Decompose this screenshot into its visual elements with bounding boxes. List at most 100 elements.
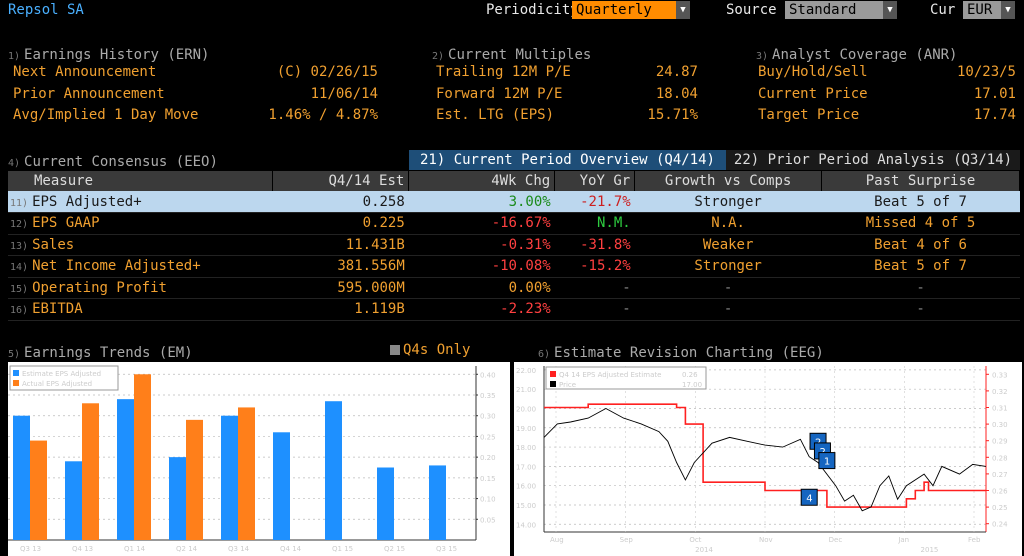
legend-swatch xyxy=(550,371,556,377)
source-label: Source xyxy=(726,2,777,18)
estimate-cell: 595.000M xyxy=(272,277,409,299)
estimate-bar xyxy=(273,432,290,540)
legend-swatch xyxy=(550,381,556,387)
legend-box xyxy=(545,366,707,390)
left-tick-label: 21.00 xyxy=(516,386,536,394)
measure-label: Operating Profit xyxy=(32,279,167,296)
table-row[interactable]: 12) EPS GAAP 0.225 -16.67% N.M. N.A. Missed 4 … xyxy=(8,212,1020,235)
tab-current-period[interactable]: 21) Current Period Overview (Q4/14) xyxy=(409,150,726,170)
left-tick-label: 22.00 xyxy=(516,367,536,375)
column-header[interactable]: Measure xyxy=(8,171,274,191)
estimate-bar xyxy=(325,401,342,540)
earnings-trends-header[interactable]: 5) Earnings Trends (EM) xyxy=(8,345,193,361)
info-row: Trailing 12M P/E 24.87 xyxy=(436,64,698,80)
x-tick-label: Q3 14 xyxy=(228,545,250,553)
table-row[interactable]: 11) EPS Adjusted+ 0.258 3.00% -21.7% Stronger… xyxy=(8,191,1020,213)
right-tick-label: 0.28 xyxy=(992,454,1008,462)
measure-cell: 15) Operating Profit xyxy=(8,277,273,299)
x-tick-label: Q2 14 xyxy=(176,545,198,553)
right-tick-label: 0.32 xyxy=(992,388,1008,396)
source-dropdown[interactable]: Standard ▼ xyxy=(785,1,897,19)
x-tick-label: Oct xyxy=(689,536,701,544)
table-row[interactable]: 14) Net Income Adjusted+ 381.556M -10.08% -1… xyxy=(8,255,1020,278)
actual-bar xyxy=(30,440,47,540)
earnings-trends-chart: 0.05 0.10 0.15 0.20 0.25 0.30 0.35 0.40 Q3 13 Q4 … xyxy=(8,362,510,556)
estimate-cell: 0.258 xyxy=(272,191,409,213)
column-header[interactable]: Growth vs Comps xyxy=(634,171,823,191)
measure-cell: 12) EPS GAAP xyxy=(8,212,273,235)
security-name: Repsol SA xyxy=(8,2,84,18)
left-tick-label: 18.00 xyxy=(516,444,536,452)
revision-header[interactable]: 6) Estimate Revision Charting (EEG) xyxy=(538,345,824,361)
x-tick-label: Sep xyxy=(620,536,634,544)
year-label: 2015 xyxy=(921,546,939,554)
row-number: 16) xyxy=(10,305,29,317)
estimate-revision-chart: 14.00 15.00 16.00 17.00 18.00 19.00 20.00 21.00… xyxy=(514,362,1022,556)
column-header[interactable]: Q4/14 Est xyxy=(272,171,410,191)
y-tick-label: 0.20 xyxy=(480,454,496,462)
info-row: Est. LTG (EPS) 15.71% xyxy=(436,107,698,123)
actual-bar xyxy=(134,374,151,540)
analyst-coverage-header[interactable]: 3) Analyst Coverage (ANR) xyxy=(756,47,958,63)
chevron-down-icon: ▼ xyxy=(676,1,690,19)
yoy-cell: -15.2% xyxy=(554,255,635,278)
info-row: Current Price 17.01 xyxy=(758,85,1016,102)
analyst-coverage-panel: 3) Analyst Coverage (ANR) Buy/Hold/Sell 10… xyxy=(756,44,1016,129)
right-tick-label: 0.25 xyxy=(992,504,1008,512)
estimate-bar xyxy=(13,415,30,540)
q4s-only-toggle[interactable]: Q4s Only xyxy=(390,342,470,358)
price-line xyxy=(543,407,987,512)
earnings-history-header[interactable]: 1) Earnings History (ERN) xyxy=(8,47,210,63)
column-header[interactable]: Past Surprise xyxy=(821,171,1020,191)
tab-prior-period[interactable]: 22) Prior Period Analysis (Q3/14) xyxy=(726,150,1020,170)
table-row[interactable]: 16) EBITDA 1.119B -2.23% - - - xyxy=(8,298,1020,321)
chevron-down-icon: ▼ xyxy=(883,1,897,19)
estimate-cell: 0.225 xyxy=(272,212,409,235)
left-tick-label: 19.00 xyxy=(516,425,536,433)
yoy-cell: -21.7% xyxy=(554,191,635,213)
current-multiples-header[interactable]: 2) Current Multiples xyxy=(432,47,592,63)
y-tick-label: 0.10 xyxy=(480,496,496,504)
surprise-cell: - xyxy=(821,277,1020,299)
comps-cell: Stronger xyxy=(634,191,822,213)
legend-swatch xyxy=(13,370,19,376)
info-row: Next Announcement (C) 02/26/15 xyxy=(13,64,378,80)
row-number: 12) xyxy=(10,219,29,231)
revision-marker-label: 1 xyxy=(824,457,830,468)
table-row[interactable]: 13) Sales 11.431B -0.31% -31.8% Weaker Beat 4 … xyxy=(8,234,1020,256)
yoy-cell: - xyxy=(554,298,635,321)
left-tick-label: 15.00 xyxy=(516,502,536,510)
x-tick-label: Q3 15 xyxy=(436,545,457,553)
change-cell: -0.31% xyxy=(408,234,555,256)
yoy-cell: -31.8% xyxy=(554,234,635,256)
column-header[interactable]: 4Wk Chg xyxy=(408,171,556,191)
estimate-bar xyxy=(65,461,82,540)
periodicity-dropdown[interactable]: Quarterly ▼ xyxy=(572,1,690,19)
column-header[interactable]: YoY Gr xyxy=(554,171,636,191)
legend-label: Actual EPS Adjusted xyxy=(22,380,92,388)
actual-bar xyxy=(186,419,203,540)
surprise-cell: Missed 4 of 5 xyxy=(821,212,1020,235)
left-tick-label: 17.00 xyxy=(516,463,536,471)
currency-dropdown[interactable]: EUR ▼ xyxy=(963,1,1015,19)
y-tick-label: 0.35 xyxy=(480,392,496,400)
right-tick-label: 0.24 xyxy=(992,521,1008,529)
legend-box xyxy=(9,365,119,391)
row-number: 11) xyxy=(10,197,29,209)
section-title: Earnings Trends (EM) xyxy=(24,345,193,361)
consensus-header[interactable]: 4) Current Consensus (EEO) xyxy=(8,154,218,170)
x-tick-label: Q2 15 xyxy=(384,545,405,553)
measure-cell: 13) Sales xyxy=(8,234,273,256)
estimate-bar xyxy=(221,415,238,540)
measure-cell: 16) EBITDA xyxy=(8,298,273,321)
section-title: Current Multiples xyxy=(448,47,592,63)
measure-label: EPS Adjusted+ xyxy=(32,193,142,210)
change-cell: 0.00% xyxy=(408,277,555,299)
y-tick-label: 0.25 xyxy=(480,433,496,441)
periodicity-label: Periodicity xyxy=(486,2,579,18)
table-row[interactable]: 15) Operating Profit 595.000M 0.00% - - - xyxy=(8,277,1020,299)
legend-label: Q4 14 EPS Adjusted Estimate xyxy=(559,371,661,379)
surprise-cell: - xyxy=(821,298,1020,321)
row-number: 15) xyxy=(10,283,29,295)
q4s-only-label: Q4s Only xyxy=(403,342,471,358)
